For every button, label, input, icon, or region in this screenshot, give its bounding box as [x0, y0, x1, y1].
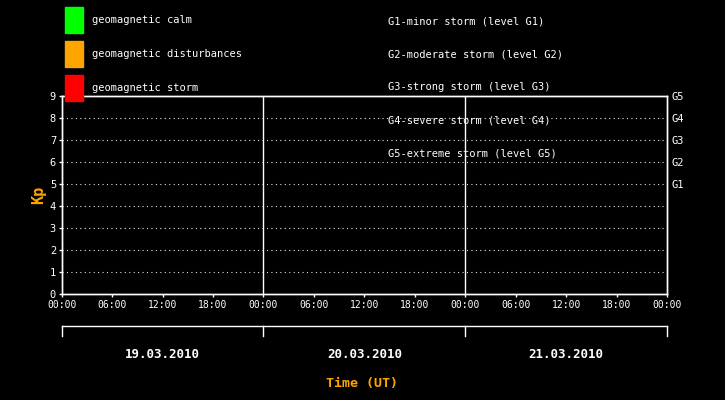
Text: geomagnetic storm: geomagnetic storm	[92, 83, 199, 93]
Text: G2-moderate storm (level G2): G2-moderate storm (level G2)	[388, 49, 563, 59]
Text: Time (UT): Time (UT)	[326, 377, 399, 390]
Text: 19.03.2010: 19.03.2010	[125, 348, 200, 360]
Text: G1-minor storm (level G1): G1-minor storm (level G1)	[388, 16, 544, 26]
Text: G4-severe storm (level G4): G4-severe storm (level G4)	[388, 116, 550, 126]
Text: geomagnetic disturbances: geomagnetic disturbances	[92, 49, 242, 59]
Text: G5-extreme storm (level G5): G5-extreme storm (level G5)	[388, 149, 557, 159]
Y-axis label: Kp: Kp	[30, 186, 46, 204]
Text: 20.03.2010: 20.03.2010	[327, 348, 402, 360]
Text: 21.03.2010: 21.03.2010	[529, 348, 604, 360]
Text: geomagnetic calm: geomagnetic calm	[92, 15, 192, 25]
Text: G3-strong storm (level G3): G3-strong storm (level G3)	[388, 82, 550, 92]
